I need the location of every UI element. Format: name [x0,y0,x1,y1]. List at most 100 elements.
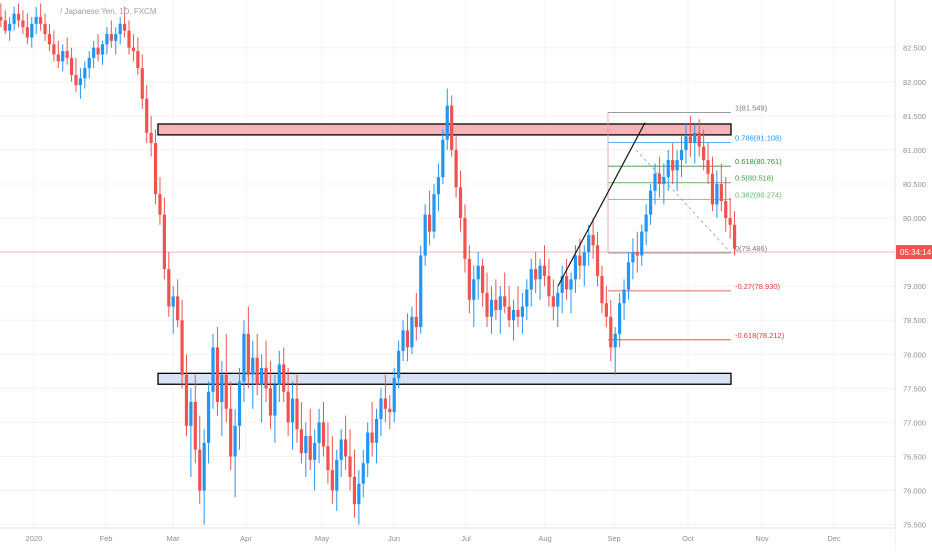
candle [21,10,25,35]
candle-body [427,214,432,232]
candle [662,163,666,205]
time-tick-label: Oct [682,534,695,543]
candle [401,320,405,362]
candle-body [304,436,308,454]
resistance-zone[interactable] [157,123,732,136]
support-zone[interactable] [157,372,732,385]
time-tick-label: Sep [607,534,620,543]
candle [472,265,476,328]
candle-body [140,68,144,99]
candle-body [600,275,604,304]
candle [604,286,608,328]
candle-body [158,194,162,215]
candle-body [419,255,423,328]
candle-body [326,446,330,471]
candle [34,6,38,35]
candle [162,197,166,280]
price-tick-label: 81.000 [903,146,926,155]
candle [423,204,427,266]
candle-body [193,401,197,450]
candle [335,449,339,511]
candle-body [481,265,485,293]
candle-body [648,190,653,215]
candle [379,388,383,437]
candle [511,299,516,341]
candle-body [109,34,113,41]
candle [131,34,136,62]
price-tick-label: 76.000 [903,487,926,496]
candle-body [92,47,96,58]
candle-body [525,289,529,307]
candle [626,252,631,300]
trendline[interactable] [557,122,646,287]
candle [56,40,60,69]
candle [100,40,105,65]
candle-body [613,333,617,348]
candle [436,163,441,212]
candle [494,279,498,321]
candle-body [189,401,193,426]
candle-body [39,17,43,24]
candle [43,13,47,41]
candle [339,429,343,477]
candle-body [357,483,361,505]
candle [392,367,396,423]
candle-body [445,105,449,140]
candle [419,245,423,334]
price-tick-label: 77.000 [903,418,926,427]
candle-body [675,160,679,171]
candle [370,401,374,457]
candle [432,183,436,239]
candle-body [105,34,109,45]
candle [542,245,547,287]
candle [304,422,308,477]
candle [206,381,211,464]
candle-body [251,357,255,375]
candle-body [268,388,273,416]
fib-level-label: 1(81.549) [735,103,768,112]
candle-body [220,374,224,402]
candle-body [321,422,326,447]
candle-body [520,306,524,317]
candle-body [118,23,122,35]
candle-body [578,255,582,266]
candle-body [114,34,118,41]
price-tick-label: 82.500 [903,44,926,53]
candle-body [100,44,105,55]
candle-body [366,432,370,464]
candle [688,115,692,157]
candle [16,3,21,28]
candle-body [635,252,639,256]
candle-body [414,316,418,328]
candle [556,286,560,328]
time-tick-label: Aug [538,534,551,543]
candle-body [472,279,476,300]
candle-body [538,265,542,280]
fib-level-label: -0.618(78.212) [735,331,785,340]
fib-level-label: 0(79.486) [735,244,768,253]
candle-body [441,139,445,178]
candle-body [511,309,516,321]
time-tick-label: Jun [388,534,400,543]
candle [158,177,162,225]
candle-body [693,132,697,144]
candle [30,17,34,48]
candle-body [485,292,489,317]
candle-body [498,296,502,310]
candle [268,361,273,430]
candle [671,143,675,184]
candle-body [47,34,52,45]
candle-body [131,47,136,52]
candle [706,143,710,184]
candle [551,279,555,321]
candle [149,115,153,157]
fib-level-label: 0.618(80.761) [735,157,782,166]
candle [529,258,533,307]
candle [498,286,502,334]
candle-body [626,262,631,290]
candle [299,401,303,464]
candle [609,299,613,362]
candle [123,6,127,38]
